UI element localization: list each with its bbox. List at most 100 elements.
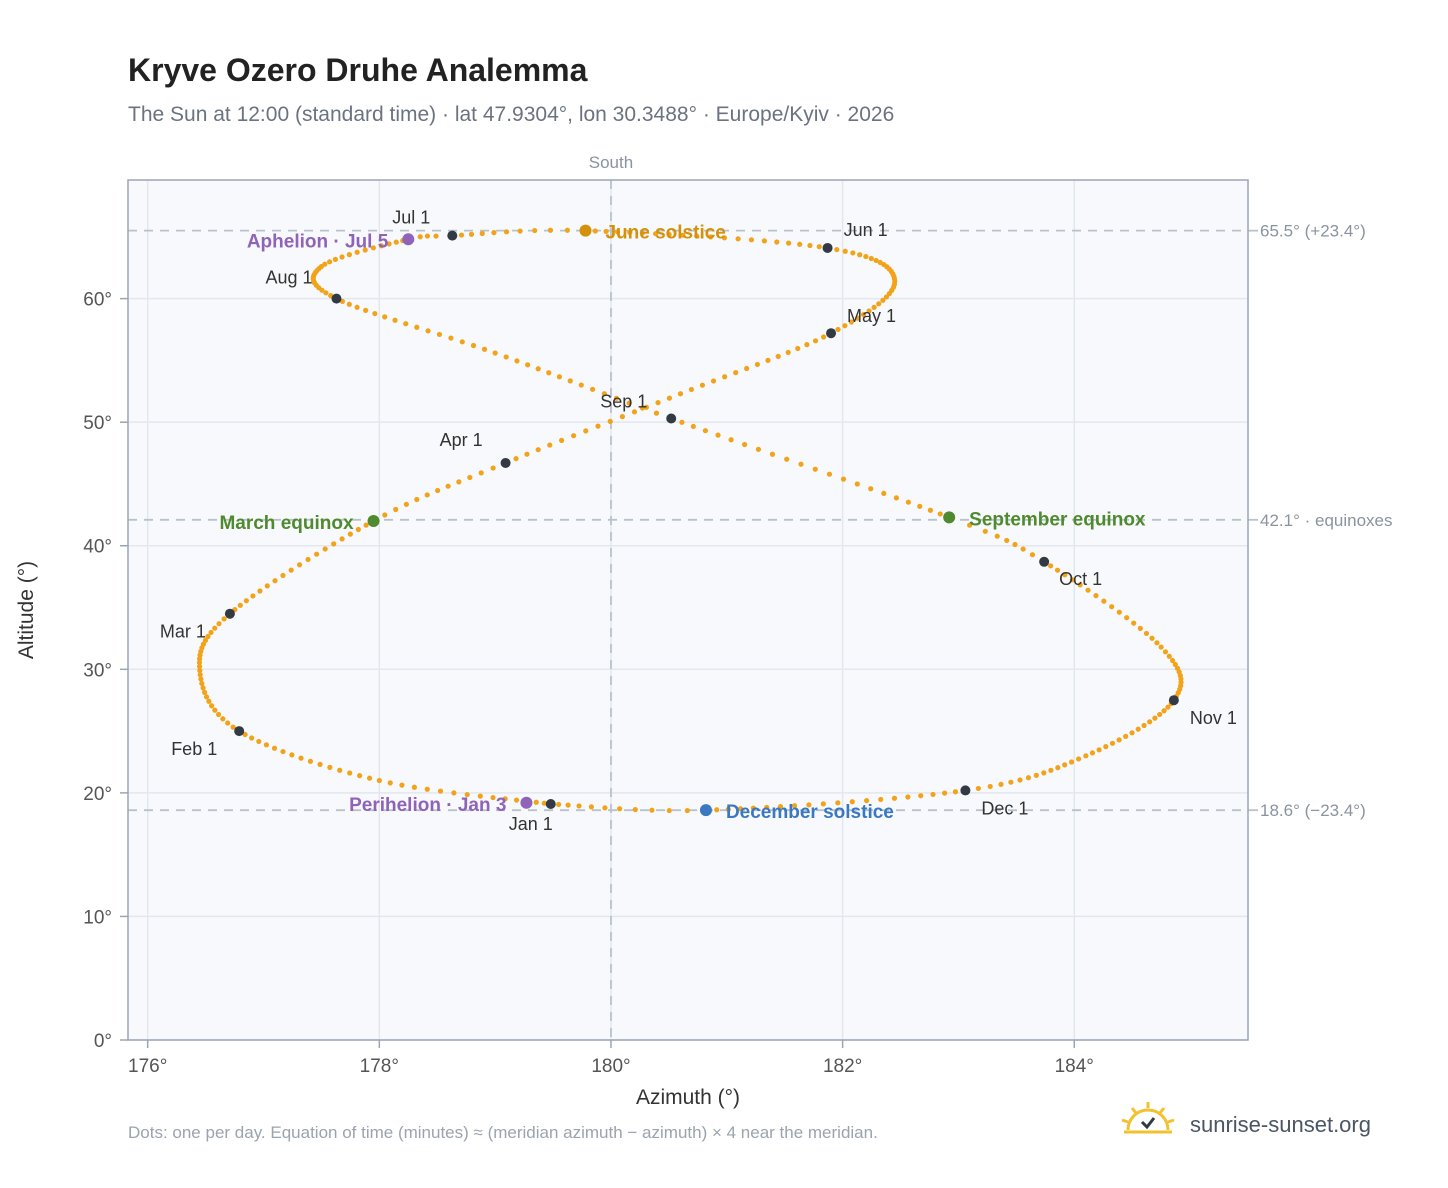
daily-sun-dot	[331, 541, 337, 547]
daily-sun-dot	[1137, 625, 1143, 631]
daily-sun-dot	[1029, 552, 1036, 558]
reference-line-label: 42.1° · equinoxes	[1260, 511, 1393, 530]
daily-sun-dot	[564, 227, 570, 233]
reference-line-label: 65.5° (+23.4°)	[1260, 222, 1366, 241]
daily-sun-dot	[1152, 715, 1158, 721]
daily-sun-dot	[1096, 747, 1102, 753]
daily-sun-dot	[891, 281, 898, 287]
month-marker-label: Dec 1	[981, 798, 1028, 818]
daily-sun-dot	[655, 400, 661, 406]
daily-sun-dot	[424, 786, 430, 792]
daily-sun-dot	[840, 476, 847, 482]
daily-sun-dot	[1141, 722, 1147, 729]
daily-sun-dot	[784, 456, 790, 462]
month-marker-dot	[960, 785, 971, 796]
daily-sun-dot	[327, 259, 333, 265]
daily-sun-dot	[893, 495, 899, 501]
daily-sun-dot	[445, 483, 451, 489]
daily-sun-dot	[820, 801, 826, 807]
daily-sun-dot	[639, 230, 646, 236]
daily-sun-dot	[1174, 665, 1181, 671]
month-marker-label: Oct 1	[1059, 569, 1102, 589]
daily-sun-dot	[603, 228, 609, 235]
daily-sun-dot	[435, 487, 441, 494]
daily-sun-dot	[942, 790, 948, 796]
daily-sun-dot	[378, 243, 384, 249]
daily-sun-dot	[883, 294, 890, 300]
analemma-path	[196, 227, 1184, 814]
daily-sun-dot	[296, 562, 303, 568]
daily-sun-dot	[1176, 669, 1182, 675]
daily-sun-dot	[311, 272, 317, 278]
daily-sun-dot	[400, 238, 406, 244]
daily-sun-dot	[363, 522, 369, 528]
daily-sun-dot	[339, 298, 346, 304]
daily-sun-dot	[677, 391, 684, 397]
daily-sun-dot	[376, 777, 382, 784]
daily-sun-dot	[769, 451, 776, 457]
daily-sun-dot	[617, 806, 623, 812]
daily-sun-dot	[533, 799, 539, 805]
y-tick-label: 0°	[94, 1031, 112, 1052]
daily-sun-dot	[386, 241, 392, 247]
daily-sun-dot	[666, 231, 672, 238]
plot-frame	[127, 179, 1249, 1041]
month-marker-dot	[1039, 556, 1050, 567]
daily-sun-dot	[556, 374, 563, 380]
daily-sun-dot	[1166, 653, 1172, 659]
daily-sun-dot	[868, 486, 874, 492]
daily-sun-dot	[937, 511, 943, 517]
daily-sun-dot	[197, 656, 203, 662]
daily-sun-dot	[502, 796, 508, 802]
daily-sun-dot	[927, 507, 934, 513]
plot-background	[128, 180, 1248, 1040]
daily-sun-dot	[864, 798, 870, 804]
daily-sun-dot	[372, 310, 378, 317]
daily-sun-dot	[220, 716, 226, 722]
daily-sun-dot	[699, 382, 706, 388]
daily-sun-dot	[517, 228, 523, 234]
daily-sun-dot	[556, 801, 562, 808]
daily-sun-dot	[881, 490, 887, 496]
daily-sun-dot	[288, 567, 294, 573]
daily-sun-dot	[708, 234, 714, 240]
daily-sun-dot	[866, 308, 872, 314]
daily-sun-dot	[236, 728, 242, 734]
month-marker-label: Apr 1	[440, 430, 483, 450]
daily-sun-dot	[209, 703, 215, 709]
daily-sun-dot	[848, 319, 855, 325]
daily-sun-dot	[857, 252, 863, 258]
daily-sun-dot	[449, 233, 455, 239]
daily-sun-dot	[607, 418, 613, 424]
daily-sun-dot	[280, 572, 286, 579]
daily-sun-dot	[513, 797, 520, 803]
daily-sun-dot	[546, 370, 552, 376]
daily-sun-dot	[547, 227, 554, 233]
daily-sun-dot	[216, 621, 222, 627]
daily-sun-dot	[411, 784, 417, 790]
month-marker-dot	[447, 230, 458, 241]
daily-sun-dot	[1101, 598, 1107, 604]
daily-sun-dot	[764, 804, 770, 811]
daily-sun-dot	[316, 285, 322, 291]
daily-sun-dot	[514, 358, 520, 364]
daily-sun-dot	[1116, 737, 1122, 743]
daily-sun-dot	[470, 342, 477, 349]
meridian-label: South	[589, 153, 633, 172]
daily-sun-dot	[1178, 683, 1184, 689]
daily-sun-dot	[524, 451, 530, 457]
daily-sun-dot	[1178, 676, 1184, 682]
daily-sun-dot	[436, 331, 443, 338]
daily-sun-dot	[437, 788, 444, 794]
daily-sun-dot	[905, 499, 911, 505]
daily-sun-dot	[1041, 770, 1047, 776]
daily-sun-dot	[1116, 609, 1122, 615]
brand-link[interactable]: sunrise-sunset.org	[1120, 1100, 1400, 1150]
daily-sun-dot	[317, 761, 323, 767]
daily-sun-dot	[795, 345, 801, 352]
daily-sun-dot	[702, 428, 708, 434]
month-marker-dot	[331, 293, 342, 304]
daily-sun-dot	[403, 321, 409, 327]
daily-sun-dot	[1103, 744, 1109, 750]
daily-sun-dot	[643, 404, 649, 410]
